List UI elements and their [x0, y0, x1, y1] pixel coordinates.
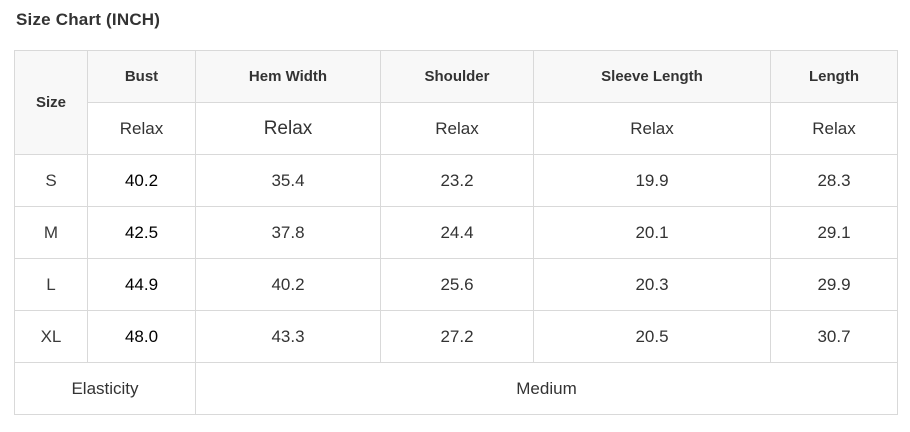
value-cell-length: 29.9 [770, 258, 898, 311]
header-row: Size Bust Hem Width Shoulder Sleeve Leng… [14, 50, 898, 155]
fit-type-row: Relax Relax Relax Relax Relax [15, 102, 898, 155]
col-header-shoulder: Shoulder [380, 50, 534, 103]
value-cell-shoulder: 25.6 [380, 258, 534, 311]
elasticity-label-cell: Elasticity [14, 362, 196, 415]
size-row-s: S 40.2 35.4 23.2 19.9 28.3 [14, 154, 898, 207]
col-header-hem-width: Hem Width [195, 50, 381, 103]
value-cell-length: 30.7 [770, 310, 898, 363]
value-cell-length: 29.1 [770, 206, 898, 259]
value-cell-hem-width: 40.2 [195, 258, 381, 311]
col-header-sleeve-length: Sleeve Length [533, 50, 771, 103]
value-cell-shoulder: 24.4 [380, 206, 534, 259]
value-cell-sleeve-length: 19.9 [533, 154, 771, 207]
value-cell-bust: 44.9 [87, 258, 196, 311]
size-row-m: M 42.5 37.8 24.4 20.1 29.1 [14, 206, 898, 259]
size-row-l: L 44.9 40.2 25.6 20.3 29.9 [14, 258, 898, 311]
size-cell: M [14, 206, 88, 259]
size-chart-page: Size Chart (INCH) Size Bust Hem Width Sh… [14, 10, 898, 415]
value-cell-hem-width: 43.3 [195, 310, 381, 363]
elasticity-row: Elasticity Medium [14, 362, 898, 415]
elasticity-value-cell: Medium [195, 362, 898, 415]
value-cell-hem-width: 35.4 [195, 154, 381, 207]
value-cell-shoulder: 27.2 [380, 310, 534, 363]
size-cell: L [14, 258, 88, 311]
col-header-length: Length [770, 50, 898, 103]
value-cell-shoulder: 23.2 [380, 154, 534, 207]
value-cell-hem-width: 37.8 [195, 206, 381, 259]
size-row-xl: XL 48.0 43.3 27.2 20.5 30.7 [14, 310, 898, 363]
fit-type-bust: Relax [87, 102, 196, 155]
fit-type-shoulder: Relax [380, 102, 534, 155]
value-cell-sleeve-length: 20.3 [533, 258, 771, 311]
size-cell: XL [14, 310, 88, 363]
value-cell-bust: 40.2 [87, 154, 196, 207]
page-title: Size Chart (INCH) [16, 10, 161, 29]
value-cell-bust: 42.5 [87, 206, 196, 259]
col-header-size: Size [14, 50, 88, 155]
value-cell-length: 28.3 [770, 154, 898, 207]
fit-type-sleeve-length: Relax [533, 102, 771, 155]
value-cell-sleeve-length: 20.5 [533, 310, 771, 363]
size-cell: S [14, 154, 88, 207]
fit-type-length: Relax [770, 102, 898, 155]
size-chart-table: Size Bust Hem Width Shoulder Sleeve Leng… [14, 50, 898, 415]
fit-type-hem-width: Relax [195, 102, 381, 155]
value-cell-bust: 48.0 [87, 310, 196, 363]
value-cell-sleeve-length: 20.1 [533, 206, 771, 259]
col-header-bust: Bust [87, 50, 196, 103]
